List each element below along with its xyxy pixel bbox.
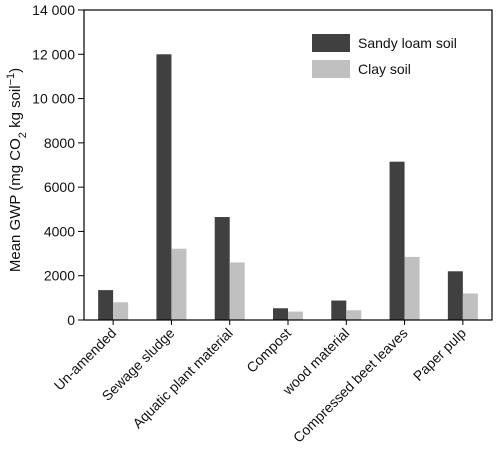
y-tick-label: 2000 xyxy=(44,268,75,284)
bar-sandy-loam xyxy=(447,271,463,320)
x-category-label: Compressed beet leaves xyxy=(290,325,411,446)
y-tick-label: 6000 xyxy=(44,179,75,195)
y-axis-title-text: Mean GWP (mg CO2 kg soil−1) xyxy=(5,68,29,272)
y-tick-label: 4000 xyxy=(44,223,75,239)
bar-sandy-loam xyxy=(214,217,230,320)
y-axis-title-middle: kg soil xyxy=(7,85,24,132)
y-axis-title-superscript: −1 xyxy=(5,73,17,86)
legend-swatch xyxy=(312,60,350,78)
bar-clay xyxy=(113,302,129,320)
legend-swatch xyxy=(312,34,350,52)
x-category-label: Aquatic plant material xyxy=(129,325,236,432)
legend-label: Clay soil xyxy=(358,61,411,77)
bar-sandy-loam xyxy=(273,308,288,320)
y-tick-label: 10 000 xyxy=(32,91,75,107)
x-category-label: Paper pulp xyxy=(410,325,469,384)
y-axis-title: Mean GWP (mg CO2 kg soil−1) xyxy=(5,68,29,272)
y-tick-label: 12 000 xyxy=(32,46,75,62)
x-category-label: Compost xyxy=(243,325,294,376)
y-tick-label: 14 000 xyxy=(32,2,75,18)
bar-clay xyxy=(171,248,187,320)
bar-sandy-loam xyxy=(156,54,172,321)
y-tick-label: 8000 xyxy=(44,135,75,151)
bar-clay xyxy=(346,310,362,320)
plot-frame xyxy=(83,9,493,321)
bar-sandy-loam xyxy=(331,300,347,320)
y-axis-title-prefix: Mean GWP (mg CO xyxy=(7,138,24,272)
bar-clay xyxy=(288,311,303,320)
bar-clay xyxy=(404,256,420,320)
legend-label: Sandy loam soil xyxy=(358,35,457,51)
y-tick-label: 0 xyxy=(67,312,75,328)
y-axis-title-suffix: ) xyxy=(7,68,24,73)
bar-sandy-loam xyxy=(389,161,405,320)
y-axis-title-subscript: 2 xyxy=(17,132,29,138)
bar-sandy-loam xyxy=(98,290,114,320)
bar-clay xyxy=(229,262,245,320)
bar-clay xyxy=(462,293,478,320)
